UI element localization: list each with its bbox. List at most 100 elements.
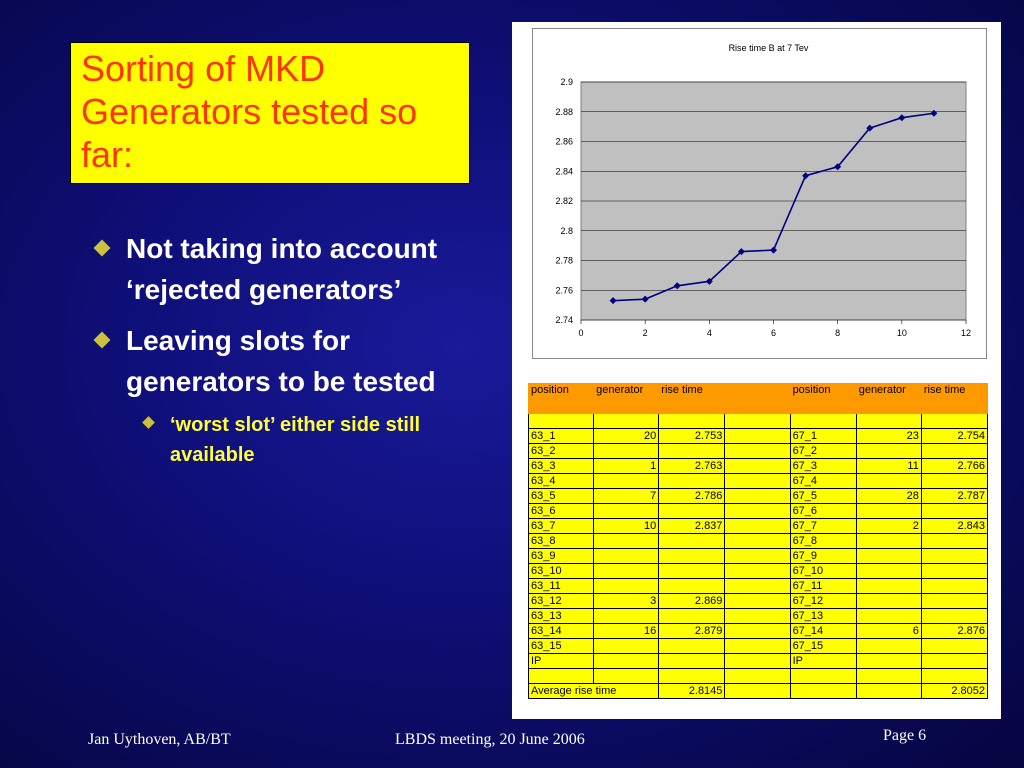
table-cell [920, 413, 989, 429]
table-cell [724, 458, 791, 474]
table-cell: 67_11 [789, 578, 857, 594]
chart-title: Rise time B at 7 Tev [729, 43, 809, 53]
table-cell [920, 503, 989, 519]
data-point [930, 109, 938, 117]
table-cell [593, 563, 660, 579]
table-cell: 23 [855, 428, 922, 444]
table-cell [920, 578, 989, 594]
table-cell [855, 683, 922, 699]
table-cell [724, 533, 791, 549]
table-header-cell: position [527, 383, 595, 414]
data-point [802, 172, 810, 180]
table-cell: 67_2 [789, 443, 857, 459]
table-cell [855, 533, 922, 549]
table-cell: 67_5 [789, 488, 857, 504]
table-row: 63_2 67_2 [527, 443, 989, 459]
table-row: 63_12 3 2.869 67_12 [527, 593, 989, 609]
table-cell [920, 653, 989, 669]
table-row: 63_5 7 2.786 67_5 28 2.787 [527, 488, 989, 504]
table-header-cell: rise time [920, 383, 989, 414]
table-header-cell: generator [593, 383, 660, 414]
table-header-cell: rise time [658, 383, 726, 414]
data-point [834, 163, 842, 171]
table-cell: 2.787 [920, 488, 989, 504]
table-cell [658, 668, 726, 684]
table-cell: 67_1 [789, 428, 857, 444]
x-tick-label: 6 [771, 328, 776, 338]
table-cell [658, 473, 726, 489]
table-cell [789, 668, 857, 684]
table-row: 63_1 20 2.753 67_1 23 2.754 [527, 428, 989, 444]
table-cell [789, 413, 857, 429]
table-cell: 63_7 [527, 518, 595, 534]
table-cell [658, 503, 726, 519]
data-point [609, 297, 617, 305]
diamond-bullet-icon [142, 416, 155, 429]
table-cell: 67_10 [789, 563, 857, 579]
table-row [527, 413, 989, 429]
table-cell [920, 638, 989, 654]
table-cell [658, 653, 726, 669]
table-cell: 67_6 [789, 503, 857, 519]
data-point [866, 124, 874, 132]
table-cell [658, 413, 726, 429]
table-cell: 63_4 [527, 473, 595, 489]
average-row: Average rise time 2.8145 2.8052 [527, 683, 989, 699]
table-cell [593, 533, 660, 549]
table-cell [920, 548, 989, 564]
table-cell [724, 593, 791, 609]
table-cell: 63_12 [527, 593, 595, 609]
rise-time-table: position generator rise time position genera… [527, 383, 989, 699]
table-cell [855, 503, 922, 519]
table-cell [855, 413, 922, 429]
table-cell: 1 [593, 458, 660, 474]
sub-bullet-item: ‘worst slot’ either side still available [142, 410, 462, 470]
table-cell [593, 413, 660, 429]
table-row: 63_11 67_11 [527, 578, 989, 594]
table-cell [724, 443, 791, 459]
table-cell [593, 668, 660, 684]
table-cell [724, 428, 791, 444]
table-cell: 63_11 [527, 578, 595, 594]
table-cell: 10 [593, 518, 660, 534]
table-cell [724, 668, 791, 684]
y-tick-label: 2.74 [555, 315, 573, 325]
x-tick-label: 2 [643, 328, 648, 338]
table-cell: 67_3 [789, 458, 857, 474]
table-cell: IP [789, 653, 857, 669]
table-cell [724, 548, 791, 564]
slide-title-box: Sorting of MKD Generators tested so far: [70, 42, 470, 184]
table-cell [724, 413, 791, 429]
table-cell: 67_8 [789, 533, 857, 549]
table-cell: 63_13 [527, 608, 595, 624]
table-cell [724, 623, 791, 639]
table-cell: 67_12 [789, 593, 857, 609]
table-cell [527, 413, 595, 429]
table-cell [855, 473, 922, 489]
table-row: 63_7 10 2.837 67_7 2 2.843 [527, 518, 989, 534]
table-cell: 63_9 [527, 548, 595, 564]
table-cell [724, 653, 791, 669]
table-cell [724, 563, 791, 579]
data-point [673, 282, 681, 290]
table-row: 63_3 1 2.763 67_3 11 2.766 [527, 458, 989, 474]
table-cell: 2.786 [658, 488, 726, 504]
table-cell [855, 668, 922, 684]
data-point [641, 295, 649, 303]
table-cell: 63_15 [527, 638, 595, 654]
x-tick-label: 4 [707, 328, 712, 338]
table-cell [724, 638, 791, 654]
data-point [737, 248, 745, 256]
footer-meeting: LBDS meeting, 20 June 2006 [395, 731, 585, 748]
table-cell: 63_2 [527, 443, 595, 459]
table-row: 63_13 67_13 [527, 608, 989, 624]
slide-title: Sorting of MKD Generators tested so far: [81, 48, 418, 175]
table-cell: 2.766 [920, 458, 989, 474]
table-cell [920, 563, 989, 579]
x-tick-label: 8 [835, 328, 840, 338]
table-cell [658, 533, 726, 549]
table-header-row: position generator rise time position genera… [527, 383, 989, 414]
data-point [705, 277, 713, 285]
table-cell: IP [527, 653, 595, 669]
table-row: 63_8 67_8 [527, 533, 989, 549]
